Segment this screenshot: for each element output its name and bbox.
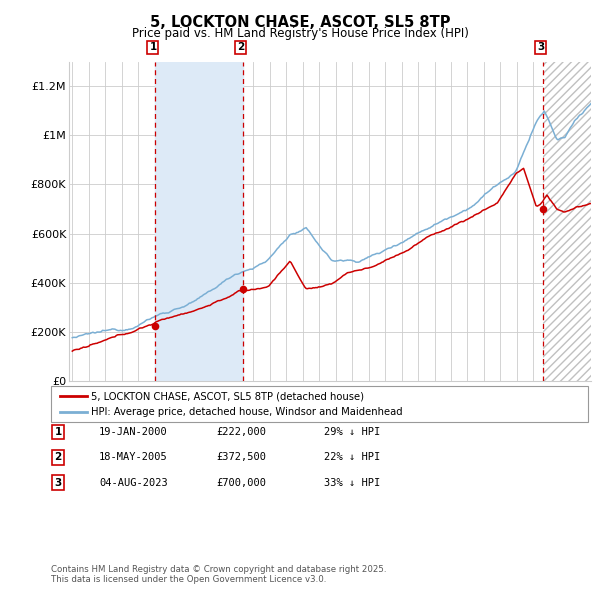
Text: 20: 20 <box>561 414 572 423</box>
Text: HPI: Average price, detached house, Windsor and Maidenhead: HPI: Average price, detached house, Wind… <box>91 407 403 417</box>
Text: 95: 95 <box>67 398 77 407</box>
Text: 19-JAN-2000: 19-JAN-2000 <box>99 427 168 437</box>
Text: 14: 14 <box>380 398 391 407</box>
Text: 20: 20 <box>544 414 555 423</box>
Text: 2: 2 <box>55 453 62 462</box>
Text: 20: 20 <box>577 414 588 423</box>
Text: 20: 20 <box>298 414 308 423</box>
Text: 09: 09 <box>298 398 308 407</box>
Text: 04-AUG-2023: 04-AUG-2023 <box>99 478 168 487</box>
Text: 20: 20 <box>331 414 341 423</box>
Text: 06: 06 <box>248 398 259 407</box>
Text: 19: 19 <box>100 414 110 423</box>
Text: 12: 12 <box>347 398 358 407</box>
Text: 18: 18 <box>446 398 457 407</box>
Text: 20: 20 <box>495 414 506 423</box>
Text: 15: 15 <box>396 398 407 407</box>
Text: 00: 00 <box>149 398 160 407</box>
Text: 24: 24 <box>544 398 555 407</box>
Text: 20: 20 <box>479 414 490 423</box>
Text: 20: 20 <box>149 414 160 423</box>
Text: 07: 07 <box>265 398 275 407</box>
Text: 21: 21 <box>495 398 506 407</box>
Text: £700,000: £700,000 <box>216 478 266 487</box>
Text: 26: 26 <box>577 398 588 407</box>
Text: 20: 20 <box>479 398 490 407</box>
Text: 03: 03 <box>199 398 209 407</box>
Text: 20: 20 <box>199 414 209 423</box>
Text: 20: 20 <box>182 414 193 423</box>
Text: 08: 08 <box>281 398 292 407</box>
Text: 1: 1 <box>149 42 157 53</box>
Bar <box>155 62 243 381</box>
Text: 20: 20 <box>462 414 473 423</box>
Text: 10: 10 <box>314 398 325 407</box>
Text: 20: 20 <box>265 414 275 423</box>
Text: 18-MAY-2005: 18-MAY-2005 <box>99 453 168 462</box>
Text: 2: 2 <box>237 42 244 53</box>
Text: 19: 19 <box>133 414 143 423</box>
Text: 25: 25 <box>561 398 572 407</box>
Text: 20: 20 <box>314 414 325 423</box>
Text: 20: 20 <box>364 414 374 423</box>
Text: 19: 19 <box>83 414 94 423</box>
Text: 20: 20 <box>512 414 522 423</box>
Text: 3: 3 <box>537 42 544 53</box>
Text: 20: 20 <box>215 414 226 423</box>
Text: 5, LOCKTON CHASE, ASCOT, SL5 8TP: 5, LOCKTON CHASE, ASCOT, SL5 8TP <box>150 15 450 30</box>
Text: 20: 20 <box>446 414 457 423</box>
Text: 97: 97 <box>100 398 110 407</box>
Text: 20: 20 <box>413 414 424 423</box>
Bar <box>543 62 600 381</box>
Text: 19: 19 <box>116 414 127 423</box>
Text: 5, LOCKTON CHASE, ASCOT, SL5 8TP (detached house): 5, LOCKTON CHASE, ASCOT, SL5 8TP (detach… <box>91 391 364 401</box>
Text: 20: 20 <box>166 414 176 423</box>
Text: 11: 11 <box>331 398 341 407</box>
Text: 1: 1 <box>55 427 62 437</box>
Text: 19: 19 <box>462 398 473 407</box>
Text: 20: 20 <box>396 414 407 423</box>
Text: 3: 3 <box>55 478 62 487</box>
Text: 22: 22 <box>512 398 522 407</box>
Text: 01: 01 <box>166 398 176 407</box>
Text: 17: 17 <box>429 398 440 407</box>
Text: 22% ↓ HPI: 22% ↓ HPI <box>324 453 380 462</box>
Text: 29% ↓ HPI: 29% ↓ HPI <box>324 427 380 437</box>
Text: 20: 20 <box>528 414 539 423</box>
Text: 02: 02 <box>182 398 193 407</box>
Text: 33% ↓ HPI: 33% ↓ HPI <box>324 478 380 487</box>
Text: 99: 99 <box>133 398 143 407</box>
Text: 20: 20 <box>380 414 391 423</box>
Text: 13: 13 <box>364 398 374 407</box>
Text: 20: 20 <box>347 414 358 423</box>
Text: Contains HM Land Registry data © Crown copyright and database right 2025.
This d: Contains HM Land Registry data © Crown c… <box>51 565 386 584</box>
Text: 23: 23 <box>528 398 539 407</box>
Text: 05: 05 <box>232 398 242 407</box>
Text: 20: 20 <box>232 414 242 423</box>
Text: 96: 96 <box>83 398 94 407</box>
Text: 16: 16 <box>413 398 424 407</box>
Text: £222,000: £222,000 <box>216 427 266 437</box>
Text: 20: 20 <box>429 414 440 423</box>
Text: 19: 19 <box>67 414 77 423</box>
Text: Price paid vs. HM Land Registry's House Price Index (HPI): Price paid vs. HM Land Registry's House … <box>131 27 469 40</box>
Text: £372,500: £372,500 <box>216 453 266 462</box>
Text: 98: 98 <box>116 398 127 407</box>
Text: 04: 04 <box>215 398 226 407</box>
Text: 20: 20 <box>248 414 259 423</box>
Text: 20: 20 <box>281 414 292 423</box>
